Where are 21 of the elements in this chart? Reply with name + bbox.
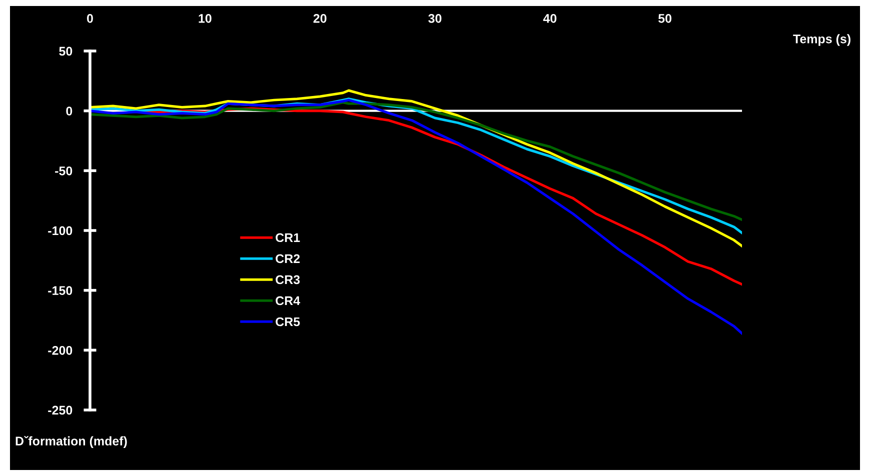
x-tick-label: 20 [313, 14, 326, 23]
y-tick-label: 0 [66, 106, 72, 116]
y-tick-label: -50 [55, 166, 72, 176]
y-tick-label: -200 [48, 346, 72, 355]
x-axis-title: Temps (s) [793, 34, 850, 46]
legend-label: CR1 [276, 233, 300, 242]
y-tick-label: 50 [59, 46, 72, 56]
x-tick-label: 40 [543, 14, 556, 23]
y-tick-label: -250 [48, 406, 72, 415]
x-tick-label: 50 [658, 14, 672, 23]
legend-label: CR5 [276, 317, 300, 326]
legend-label: CR3 [276, 275, 300, 284]
x-tick-label: 10 [198, 14, 212, 23]
y-tick-label: -100 [48, 226, 72, 236]
legend-label: CR2 [276, 254, 300, 264]
y-axis-title: Dˇformation (mdef) [16, 436, 127, 448]
y-tick-label: -150 [48, 286, 72, 295]
legend-label: CR4 [276, 296, 300, 306]
line-series [90, 98, 742, 335]
x-tick-label: 0 [87, 14, 93, 23]
x-tick-label: 30 [428, 14, 442, 23]
